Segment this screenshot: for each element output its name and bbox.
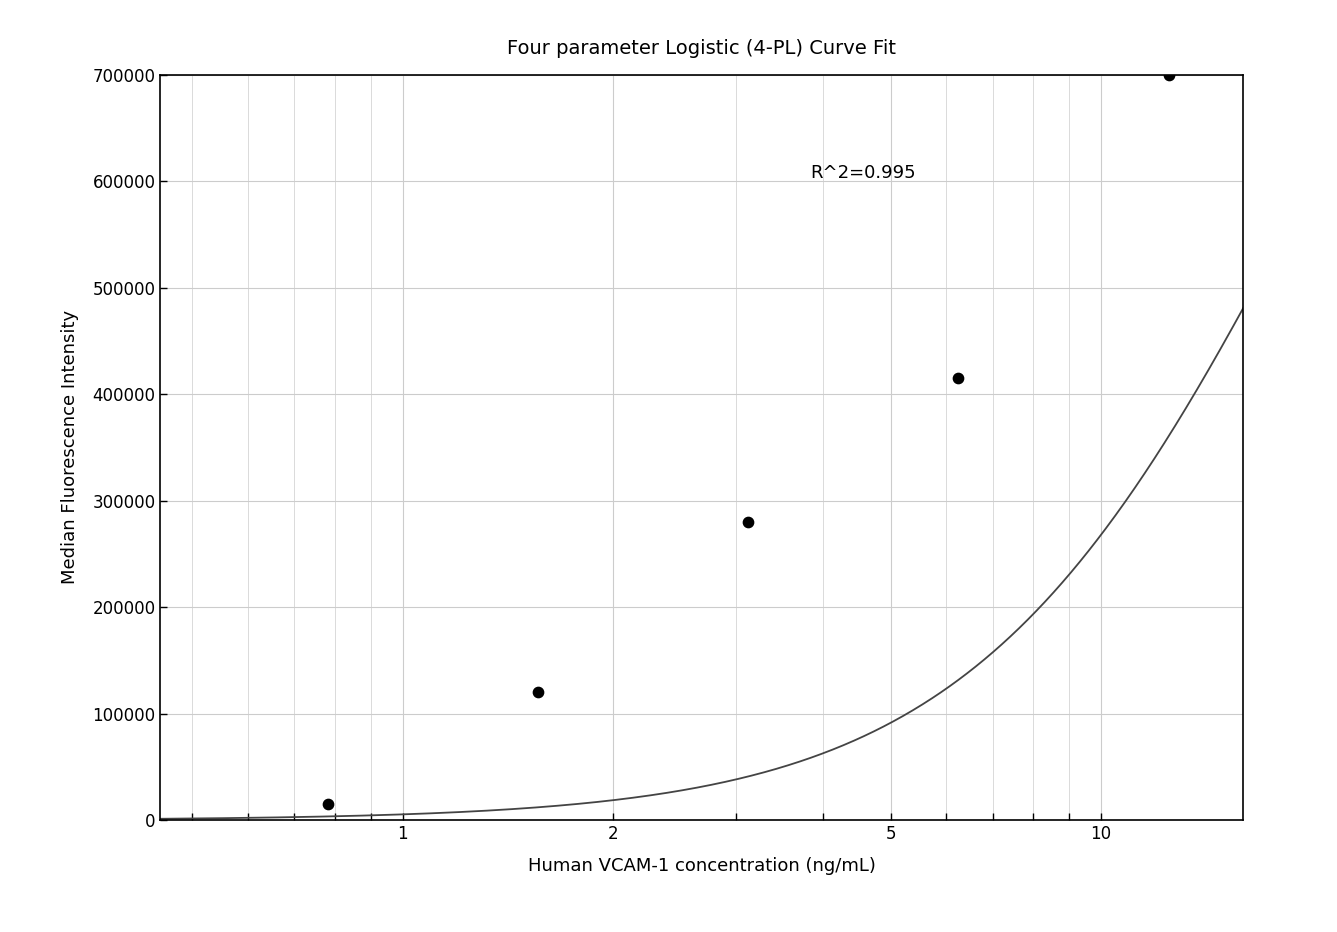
Point (948, 371, 969, 386)
Point (738, 514, 759, 529)
Text: R^2=0.995: R^2=0.995 (810, 164, 916, 182)
Point (1158, 67, 1179, 82)
Point (317, 797, 338, 812)
X-axis label: Human VCAM-1 concentration (ng/mL): Human VCAM-1 concentration (ng/mL) (528, 857, 876, 875)
Y-axis label: Median Fluorescence Intensity: Median Fluorescence Intensity (60, 310, 79, 584)
Title: Four parameter Logistic (4-PL) Curve Fit: Four parameter Logistic (4-PL) Curve Fit (508, 39, 896, 58)
Point (527, 685, 548, 700)
